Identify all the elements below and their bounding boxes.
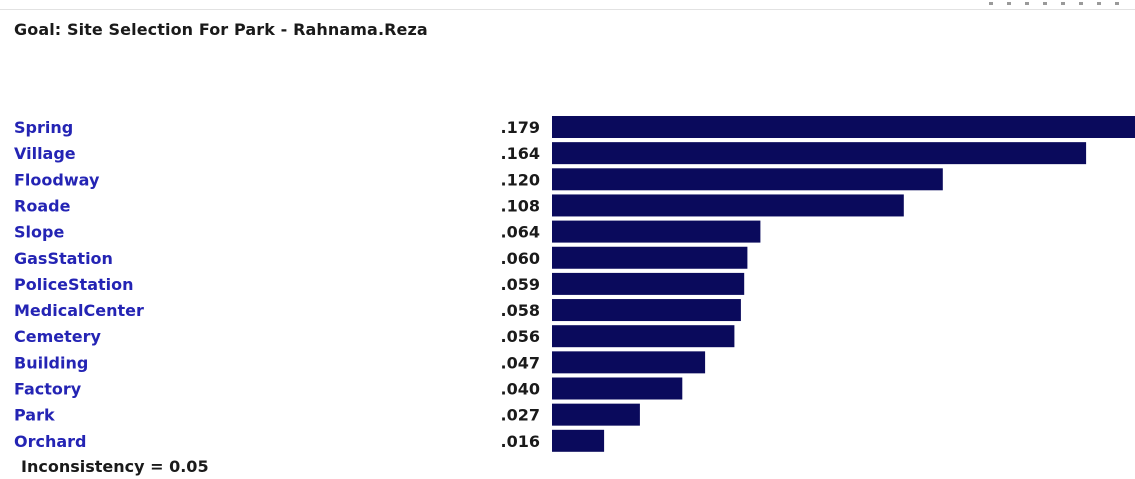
category-label: Floodway [14,170,100,189]
bar [552,272,745,295]
bar [552,168,943,191]
bar-row-spring: Spring .179 [14,116,1135,138]
bar-row-park: Park .027 [14,403,640,426]
bar [552,403,640,426]
bar-row-cemetery: Cemetery .056 [14,325,735,348]
value-label: .059 [501,275,540,294]
value-label: .108 [501,196,540,215]
value-label: .027 [501,406,540,425]
category-label: MedicalCenter [14,301,144,320]
value-label: .047 [501,353,540,372]
value-label: .040 [501,380,540,399]
category-label: Building [14,353,88,372]
value-label: .060 [501,249,540,268]
value-label: .058 [501,301,540,320]
category-label: Roade [14,196,71,215]
inconsistency-ratio: Inconsistency = 0.05 [21,457,209,476]
bar-row-policestation: PoliceStation .059 [14,272,745,295]
bar [552,351,706,374]
bar [552,194,904,217]
bar [552,325,735,348]
bar [552,429,605,452]
value-label: .179 [501,118,540,137]
category-label: Slope [14,223,64,242]
bar [552,377,683,400]
goal-title: Goal: Site Selection For Park - Rahnama.… [14,20,428,39]
bar-row-slope: Slope .064 [14,220,761,243]
bar-row-gasstation: GasStation .060 [14,246,748,269]
bar-row-roade: Roade .108 [14,194,904,217]
bar-row-medicalcenter: MedicalCenter .058 [14,299,741,322]
bar-row-floodway: Floodway .120 [14,168,943,191]
value-label: .056 [501,327,540,346]
category-label: Cemetery [14,327,102,346]
bar-row-factory: Factory .040 [14,377,683,400]
category-label: Park [14,406,55,425]
category-label: GasStation [14,249,113,268]
bar [552,220,761,243]
bar [552,246,748,269]
top-rule [0,9,1135,10]
bar [552,299,741,322]
value-label: .120 [501,170,540,189]
category-label: Spring [14,118,73,137]
value-label: .016 [501,432,540,451]
bar [552,142,1087,165]
bar-row-building: Building .047 [14,351,706,374]
bar [552,116,1135,138]
category-label: Orchard [14,432,87,451]
category-label: Village [14,144,76,163]
category-label: PoliceStation [14,275,134,294]
corner-dots [985,0,1135,5]
bar-row-orchard: Orchard .016 [14,429,605,452]
category-label: Factory [14,380,82,399]
bar-row-village: Village .164 [14,142,1087,165]
value-label: .064 [501,223,540,242]
value-label: .164 [501,144,540,163]
